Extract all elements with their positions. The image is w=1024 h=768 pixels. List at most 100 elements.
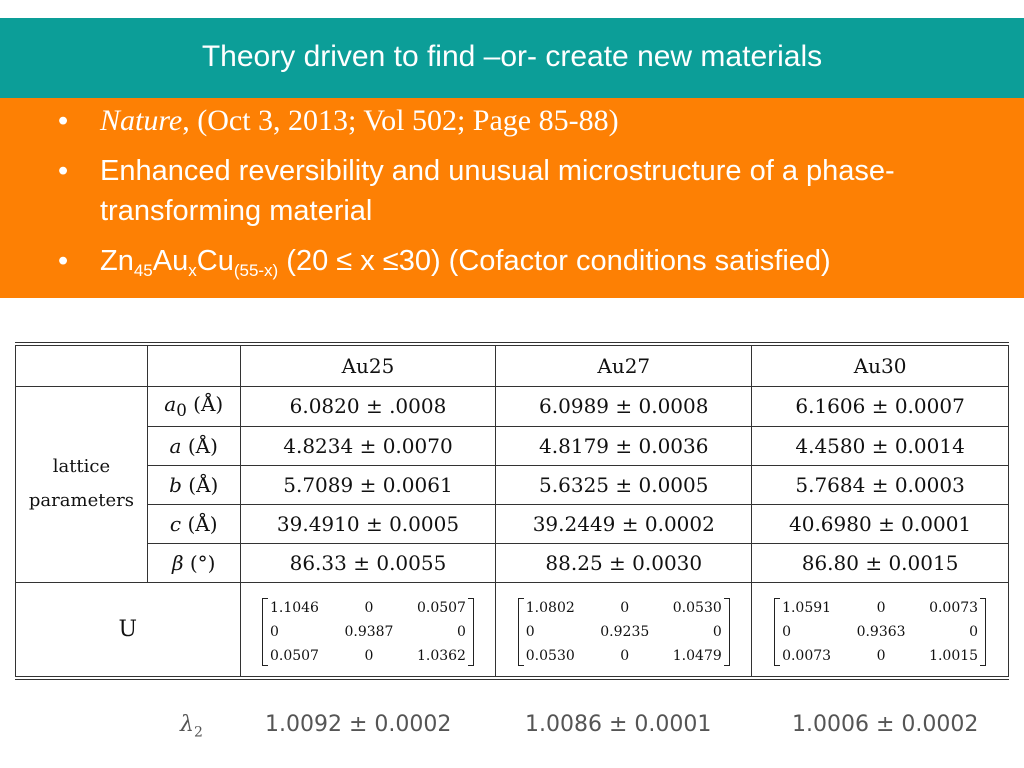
param-unit: (°) xyxy=(183,550,216,575)
matrix-entry: 0.0073 xyxy=(782,647,832,664)
u-matrix: 1.0591 0 0.0073 0 0.9363 0 0.0073 0 1.0015 xyxy=(774,597,987,666)
matrix-entry: 0 xyxy=(620,599,630,616)
cell-value: 4.4580 ± 0.0014 xyxy=(751,425,1009,466)
bullet-list: • Nature, (Oct 3, 2013; Vol 502; Page 85… xyxy=(58,101,968,291)
lambda-value-au25: 1.0092 ± 0.0002 xyxy=(265,712,452,737)
param-a0: a0 (Å) xyxy=(146,385,241,427)
matrix-entry: 0.0507 xyxy=(416,599,466,616)
param-symbol: b xyxy=(169,472,182,497)
header-empty-1 xyxy=(15,342,148,387)
matrix-entry: 0 xyxy=(525,623,535,640)
bullet-dot: • xyxy=(58,155,69,187)
cell-value: 6.1606 ± 0.0007 xyxy=(751,385,1009,427)
cell-value: 86.80 ± 0.0015 xyxy=(751,542,1009,583)
cell-value: 86.33 ± 0.0055 xyxy=(239,542,497,583)
formula-text: Zn45AuxCu(55-x) (20 ≤ x ≤30) (Cofactor c… xyxy=(100,245,831,280)
param-symbol: a xyxy=(169,433,182,458)
param-a: a (Å) xyxy=(146,425,241,466)
formula-sub-x: x xyxy=(188,261,197,280)
bullet-dot: • xyxy=(58,245,69,277)
matrix-entry: 0 xyxy=(969,623,979,640)
cell-value: 5.6325 ± 0.0005 xyxy=(495,464,753,505)
param-sub: 0 xyxy=(176,401,187,420)
header-empty-2 xyxy=(146,342,241,387)
reference-details: , (Oct 3, 2013; Vol 502; Page 85-88) xyxy=(182,104,619,137)
matrix-entry: 1.0591 xyxy=(782,599,832,616)
table-row: β (°) 86.33 ± 0.0055 88.25 ± 0.0030 86.8… xyxy=(16,542,1009,583)
matrix-entry: 1.0479 xyxy=(672,647,722,664)
u-matrix: 1.0802 0 0.0530 0 0.9235 0 0.0530 0 1.0479 xyxy=(517,597,730,666)
table-header-row: Au25 Au27 Au30 xyxy=(15,342,1009,387)
reference-text: Nature, (Oct 3, 2013; Vol 502; Page 85-8… xyxy=(100,104,619,137)
matrix-entry: 0.9363 xyxy=(856,623,906,640)
table-row: a (Å) 4.8234 ± 0.0070 4.8179 ± 0.0036 4.… xyxy=(16,425,1009,466)
cell-value: 6.0989 ± 0.0008 xyxy=(495,385,753,427)
matrix-entry: 0 xyxy=(712,623,722,640)
cell-value: 4.8179 ± 0.0036 xyxy=(495,425,753,466)
u-matrix: 1.1046 0 0.0507 0 0.9387 0 0.0507 0 1.0362 xyxy=(261,597,474,666)
formula-au: Au xyxy=(152,245,189,277)
matrix-entry: 0.0073 xyxy=(929,599,979,616)
matrix-entry: 0 xyxy=(457,623,466,640)
header-au27: Au27 xyxy=(495,342,753,387)
table-row: c (Å) 39.4910 ± 0.0005 39.2449 ± 0.0002 … xyxy=(16,503,1009,544)
matrix-entry: 0.0530 xyxy=(672,599,722,616)
u-label: U xyxy=(15,581,241,680)
matrix-entry: 0 xyxy=(782,623,791,640)
cell-value: 5.7089 ± 0.0061 xyxy=(239,464,497,505)
lambda-value-au30: 1.0006 ± 0.0002 xyxy=(792,712,979,737)
param-beta: β (°) xyxy=(146,542,241,583)
matrix-entry: 1.1046 xyxy=(269,599,319,616)
param-unit: (Å) xyxy=(181,472,219,497)
bullet-box: • Nature, (Oct 3, 2013; Vol 502; Page 85… xyxy=(0,98,1024,298)
cell-value: 39.2449 ± 0.0002 xyxy=(495,503,753,544)
lambda-label: λ2 xyxy=(180,712,203,740)
matrix-entry: 0 xyxy=(364,647,374,664)
matrix-entry: 0.0530 xyxy=(525,647,575,664)
slide-title: Theory driven to find –or- create new ma… xyxy=(201,39,823,73)
cell-value: 5.7684 ± 0.0003 xyxy=(751,464,1009,505)
matrix-entry: 0 xyxy=(620,647,630,664)
param-symbol: β xyxy=(171,550,184,575)
u-matrix-cell-au25: 1.1046 0 0.0507 0 0.9387 0 0.0507 0 1.0362 xyxy=(239,581,497,680)
formula-zn: Zn xyxy=(100,245,134,277)
param-unit: (Å) xyxy=(181,511,218,536)
table-row: lattice parameters a0 (Å) 6.0820 ± .0008… xyxy=(15,385,1009,583)
label-line-1: lattice xyxy=(52,456,111,477)
header-au25: Au25 xyxy=(239,342,497,387)
description-text: Enhanced reversibility and unusual micro… xyxy=(100,155,895,227)
param-symbol: c xyxy=(169,511,182,536)
lambda-value-au27: 1.0086 ± 0.0001 xyxy=(525,712,712,737)
formula-sub-45: 45 xyxy=(133,261,153,280)
param-unit: (Å) xyxy=(181,433,218,458)
bullet-reference: • Nature, (Oct 3, 2013; Vol 502; Page 85… xyxy=(58,101,968,141)
matrix-entry: 1.0015 xyxy=(929,647,979,664)
cell-value: 4.8234 ± 0.0070 xyxy=(239,425,497,466)
cell-value: 88.25 ± 0.0030 xyxy=(495,542,753,583)
lambda-sub: 2 xyxy=(193,724,203,741)
matrix-entry: 0 xyxy=(876,599,886,616)
matrix-entry: 0.9387 xyxy=(344,623,394,640)
matrix-entry: 1.0802 xyxy=(525,599,575,616)
matrix-entry: 0.9235 xyxy=(600,623,650,640)
param-c: c (Å) xyxy=(146,503,241,544)
cell-value: 6.0820 ± .0008 xyxy=(239,385,497,427)
table-row: b (Å) 5.7089 ± 0.0061 5.6325 ± 0.0005 5.… xyxy=(16,464,1009,505)
param-symbol: a xyxy=(164,392,177,416)
label-line-2: parameters xyxy=(28,490,134,511)
matrix-entry: 0 xyxy=(364,599,374,616)
lambda-symbol: λ xyxy=(180,712,194,737)
header-au30: Au30 xyxy=(751,342,1009,387)
slide-title-bar: Theory driven to find –or- create new ma… xyxy=(0,18,1024,98)
param-unit: (Å) xyxy=(186,392,224,416)
matrix-entry: 0 xyxy=(876,647,886,664)
formula-conditions: (20 ≤ x ≤30) (Cofactor conditions satisf… xyxy=(278,245,831,277)
lambda-row: λ2 1.0092 ± 0.0002 1.0086 ± 0.0001 1.000… xyxy=(0,706,1024,746)
formula-sub-55x: (55-x) xyxy=(233,261,279,280)
cell-value: 39.4910 ± 0.0005 xyxy=(239,503,497,544)
matrix-entry: 0 xyxy=(269,623,279,640)
bullet-dot: • xyxy=(58,105,69,137)
lattice-table: Au25 Au27 Au30 lattice parameters a0 (Å)… xyxy=(15,342,1009,680)
bullet-description: • Enhanced reversibility and unusual mic… xyxy=(58,151,968,231)
param-b: b (Å) xyxy=(146,464,241,505)
